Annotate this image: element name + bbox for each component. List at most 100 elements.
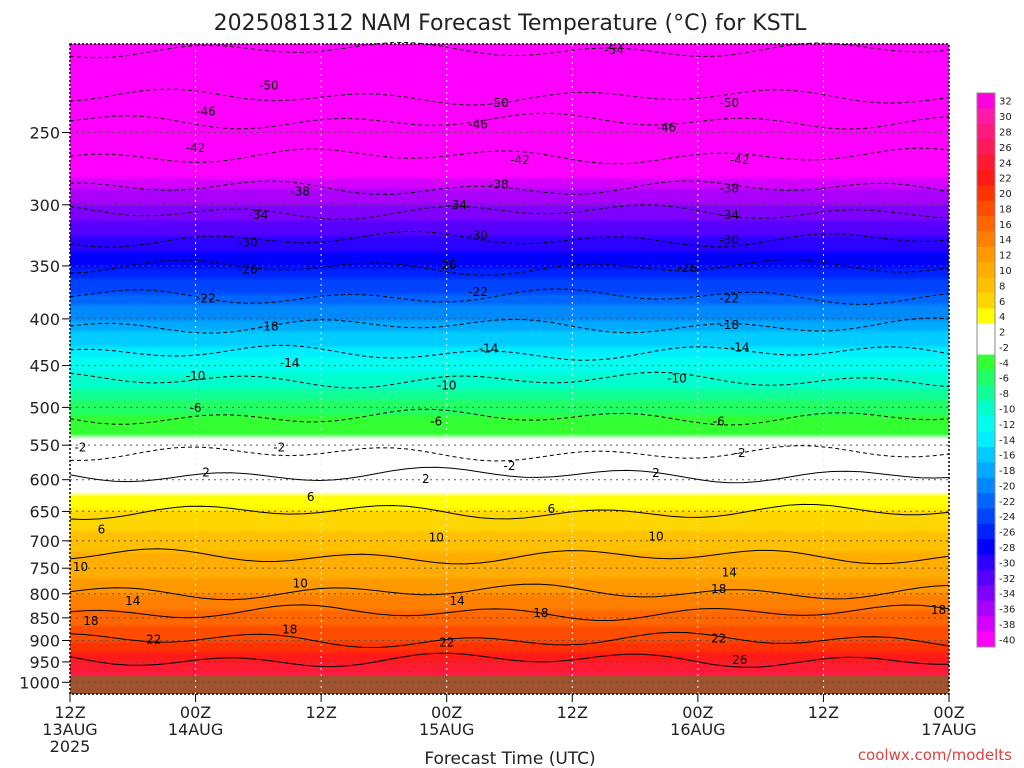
colorbar-label: -34: [999, 589, 1015, 600]
colorbar-swatch: [977, 570, 995, 586]
contour-label: -46: [468, 117, 488, 131]
colorbar-swatch: [977, 462, 995, 479]
x-tick-label: 12Z: [54, 703, 85, 722]
contour-label: -10: [186, 369, 206, 383]
colorbar-label: 4: [999, 312, 1005, 323]
contour-label: 22: [439, 636, 454, 650]
colorbar: 32 30 28 26 24 22 20 18 16 14 12 10 8 6 4 2 -2 -4 -6 -8 -10 -…: [976, 92, 1015, 648]
colorbar-swatch: [977, 370, 995, 386]
x-tick-label: 16AUG: [670, 720, 725, 739]
x-tick-label: 14AUG: [168, 720, 223, 739]
colorbar-label: 32: [999, 97, 1012, 108]
colorbar-swatch: [977, 185, 995, 202]
colorbar-label: -16: [999, 451, 1015, 462]
contour-label: 6: [98, 522, 106, 536]
y-tick-label: 650: [29, 502, 60, 521]
contour-label: 26: [732, 653, 747, 667]
isotherm-line: [69, 652, 950, 668]
contour-label: -26: [437, 258, 457, 272]
isotherm-line: [69, 112, 950, 130]
contour-label: -6: [430, 414, 442, 428]
colorbar-label: 8: [999, 281, 1005, 292]
colorbar-label: -12: [999, 420, 1015, 431]
colorbar-label: 22: [999, 174, 1012, 185]
colorbar-label: -10: [999, 404, 1015, 415]
contour-label: 14: [450, 594, 465, 608]
colorbar-swatch: [977, 293, 995, 309]
isotherm-line: [69, 583, 950, 601]
contour-label: -6: [190, 401, 202, 415]
contour-label: -18: [719, 318, 739, 332]
colorbar-label: 20: [999, 189, 1012, 200]
colorbar-label: -40: [999, 635, 1015, 646]
contour-label: -14: [479, 341, 499, 355]
contour-label: 14: [722, 565, 737, 579]
y-tick-label: 500: [29, 398, 60, 417]
isotherm-line: [70, 445, 950, 462]
colorbar-label: -14: [999, 435, 1015, 446]
colorbar-label: 18: [999, 204, 1012, 215]
colorbar-swatch: [977, 339, 995, 356]
contour-label: -10: [667, 372, 687, 386]
contour-label: -2: [734, 446, 746, 460]
colorbar-swatch: [977, 554, 995, 571]
y-tick-label: 600: [29, 471, 60, 490]
colorbar-label: -38: [999, 620, 1015, 631]
contour-label: 6: [548, 502, 556, 516]
colorbar-swatch: [977, 123, 995, 140]
x-tick-label: 17AUG: [921, 720, 976, 739]
isotherm-line: [69, 258, 950, 276]
contour-label: -46: [657, 121, 677, 135]
isotherm-line: [69, 371, 950, 389]
colorbar-label: 26: [999, 143, 1012, 154]
colorbar-swatch: [977, 308, 995, 325]
colorbar-swatch: [977, 523, 995, 540]
colorbar-label: -2: [999, 343, 1009, 354]
colorbar-swatch: [977, 385, 995, 402]
contour-label: -38: [489, 177, 509, 191]
contour-label: 18: [282, 622, 297, 636]
colorbar-label: -4: [999, 358, 1009, 369]
y-tick-label: 300: [29, 196, 60, 215]
y-tick-label: 700: [29, 532, 60, 551]
isotherm-line: [69, 631, 950, 649]
colorbar-swatch: [977, 400, 995, 417]
isotherm-line: [69, 466, 950, 484]
y-axis: 250 300 350 400 450 500 550 600 650 700 750 800 850 9…: [19, 123, 70, 692]
contour-label: -22: [719, 292, 739, 306]
contour-label: -26: [238, 262, 258, 276]
contour-label: 18: [83, 614, 98, 628]
isotherm-line: [69, 604, 950, 621]
colorbar-label: 10: [999, 266, 1012, 277]
contour-label: 18: [711, 582, 726, 596]
contour-label: -42: [730, 153, 750, 167]
x-tick-label: 00Z: [682, 703, 713, 722]
x-tick-label: 00Z: [431, 703, 462, 722]
colorbar-swatch: [977, 154, 995, 171]
contour-label: -50: [259, 78, 279, 92]
contour-label: -10: [437, 378, 457, 392]
colorbar-swatch: [977, 585, 995, 602]
contour-label: 22: [711, 631, 726, 645]
contour-label: -34: [249, 208, 269, 222]
colorbar-swatch: [977, 93, 995, 109]
contour-lines: [69, 41, 950, 668]
contour-label: -34: [719, 208, 739, 222]
contour-label: 22: [146, 633, 161, 647]
isotherm-line: [70, 180, 950, 195]
contour-label: -22: [468, 285, 488, 299]
colorbar-label: -24: [999, 512, 1015, 523]
colorbar-swatch: [977, 508, 995, 525]
contour-labels: -54-50-50 -50-46-46 -46-42-42 -42-38 -38 -38-…: [73, 43, 946, 667]
contour-label: -34: [447, 198, 467, 212]
colorbar-label: 24: [999, 158, 1012, 169]
isotherm-line: [69, 503, 950, 521]
temperature-field: [70, 44, 949, 676]
x-tick-label: 15AUG: [419, 720, 474, 739]
isotherm-line: [69, 317, 950, 334]
colorbar-label: 30: [999, 112, 1012, 123]
isotherm-line: [69, 344, 950, 361]
colorbar-border: [976, 92, 996, 648]
